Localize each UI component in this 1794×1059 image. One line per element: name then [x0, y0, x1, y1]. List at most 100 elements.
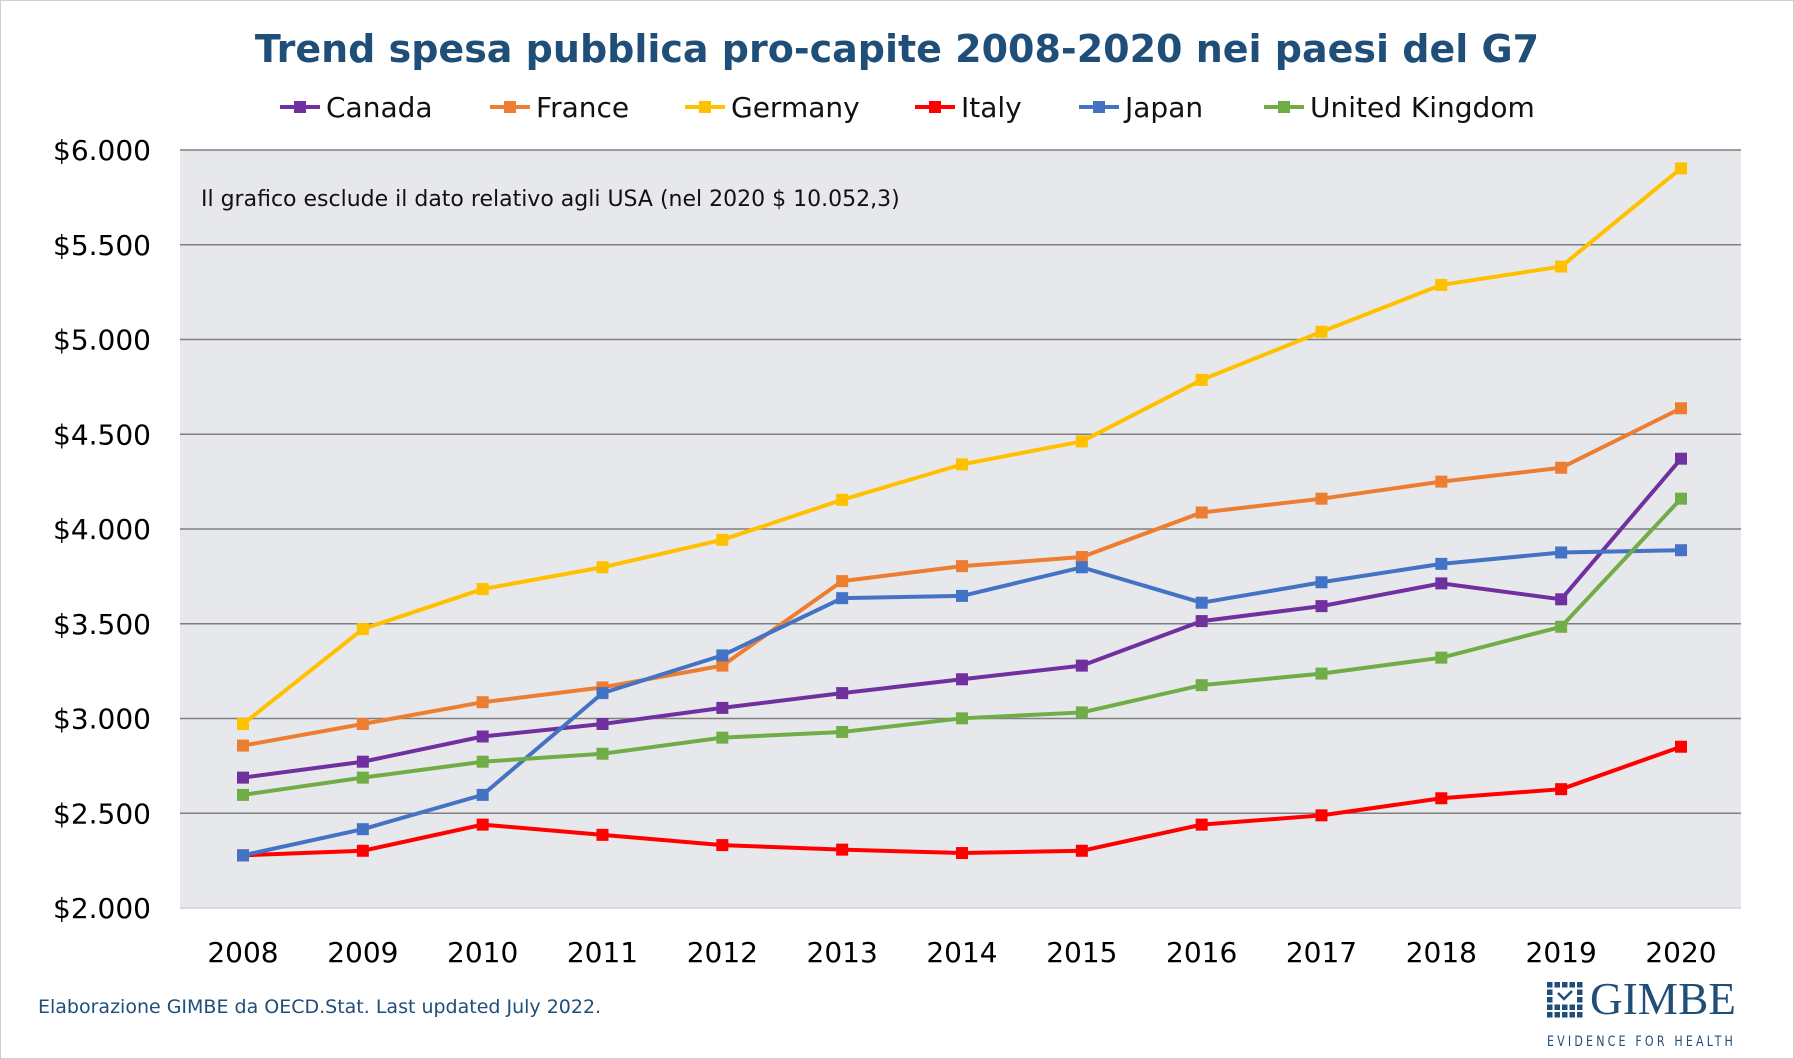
data-point: [1435, 557, 1448, 570]
data-point: [1435, 475, 1448, 488]
legend-label: Japan: [1123, 91, 1203, 124]
legend: Canada France Germany Italy Japan United King…: [280, 91, 1535, 124]
y-tick-label: $5.500: [53, 229, 151, 262]
legend-marker: [699, 101, 711, 113]
data-point: [356, 823, 369, 836]
y-tick-label: $4.000: [53, 513, 151, 546]
data-point: [1675, 402, 1687, 415]
legend-label: Canada: [326, 91, 433, 124]
legend-marker: [1278, 101, 1290, 113]
data-point: [716, 701, 729, 714]
x-tick-label: 2010: [447, 936, 518, 969]
data-point: [716, 839, 729, 852]
y-tick-label: $3.000: [53, 703, 151, 736]
y-tick-label: $4.500: [53, 418, 151, 451]
data-point: [1315, 667, 1328, 680]
legend-item: Italy: [915, 91, 1022, 124]
logo-mark: [1547, 982, 1583, 1018]
data-point: [1435, 651, 1448, 664]
data-point: [596, 717, 609, 730]
logo-square: [1577, 1012, 1583, 1018]
data-point: [1675, 162, 1687, 175]
x-tick-label: 2019: [1526, 936, 1597, 969]
legend-marker: [1093, 101, 1105, 113]
data-point: [836, 575, 849, 588]
data-point: [1555, 783, 1568, 796]
data-point: [476, 788, 489, 801]
chart-title: Trend spesa pubblica pro-capite 2008-202…: [255, 27, 1539, 71]
data-point: [237, 717, 249, 730]
x-tick-label: 2020: [1645, 936, 1716, 969]
x-tick-label: 2015: [1046, 936, 1117, 969]
data-point: [476, 696, 489, 709]
x-axis: 2008 2009 2010 2011 2012 2013 2014 2015 2016 2017…: [207, 936, 1716, 969]
source-note: Elaborazione GIMBE da OECD.Stat. Last up…: [38, 996, 601, 1018]
x-tick-label: 2008: [207, 936, 278, 969]
logo-square: [1547, 1012, 1553, 1018]
data-point: [237, 739, 249, 752]
data-point: [956, 560, 968, 573]
data-point: [356, 623, 369, 636]
legend-marker: [929, 101, 941, 113]
data-point: [1315, 492, 1328, 505]
logo-square: [1569, 1004, 1575, 1010]
data-point: [1435, 577, 1448, 590]
legend-marker: [294, 101, 306, 113]
x-tick-label: 2014: [926, 936, 997, 969]
legend-item: Canada: [280, 91, 433, 124]
data-point: [1555, 620, 1568, 633]
data-point: [716, 649, 729, 662]
y-axis: $2.000 $2.500 $3.000 $3.500 $4.000 $4.500 $5.0…: [53, 134, 151, 925]
logo-square: [1577, 989, 1583, 995]
data-point: [1195, 506, 1208, 519]
logo-check-icon: [1557, 990, 1573, 1001]
data-point: [1075, 659, 1088, 672]
data-point: [1555, 546, 1568, 559]
y-tick-label: $2.000: [53, 892, 151, 925]
data-point: [1675, 492, 1687, 505]
x-tick-label: 2009: [327, 936, 398, 969]
data-point: [1195, 373, 1208, 386]
data-point: [1675, 452, 1687, 465]
x-tick-label: 2017: [1286, 936, 1357, 969]
data-point: [476, 583, 489, 596]
data-point: [836, 725, 849, 738]
logo-square: [1562, 1004, 1568, 1010]
logo-square: [1577, 982, 1583, 988]
x-tick-label: 2011: [567, 936, 638, 969]
data-point: [596, 747, 609, 760]
data-point: [237, 771, 249, 784]
logo-square: [1547, 1004, 1553, 1010]
data-point: [836, 687, 849, 700]
data-point: [1555, 461, 1568, 474]
gimbe-logo: GIMBE EVIDENCE FOR HEALTH: [1547, 973, 1736, 1050]
data-point: [956, 458, 968, 471]
data-point: [1675, 740, 1687, 753]
legend-label: France: [536, 91, 629, 124]
data-point: [836, 592, 849, 605]
data-point: [956, 847, 968, 860]
logo-square: [1562, 1012, 1568, 1018]
series-lines: [237, 162, 1687, 862]
data-point: [476, 730, 489, 743]
data-point: [1075, 844, 1088, 857]
data-point: [596, 561, 609, 574]
legend-label: Germany: [731, 91, 860, 124]
data-point: [356, 755, 369, 768]
data-point: [596, 687, 609, 700]
logo-tagline: EVIDENCE FOR HEALTH: [1547, 1034, 1736, 1050]
logo-square: [1554, 982, 1560, 988]
legend-item: United Kingdom: [1264, 91, 1535, 124]
series-france: [237, 402, 1687, 752]
logo-square: [1547, 989, 1553, 995]
data-point: [716, 533, 729, 546]
logo-square: [1577, 997, 1583, 1003]
data-point: [1075, 435, 1088, 448]
data-point: [716, 659, 729, 672]
data-point: [1075, 551, 1088, 564]
y-tick-label: $5.000: [53, 324, 151, 357]
chart-annotation: Il grafico esclude il dato relativo agli…: [201, 187, 900, 212]
data-point: [1315, 600, 1328, 613]
logo-square: [1562, 982, 1568, 988]
